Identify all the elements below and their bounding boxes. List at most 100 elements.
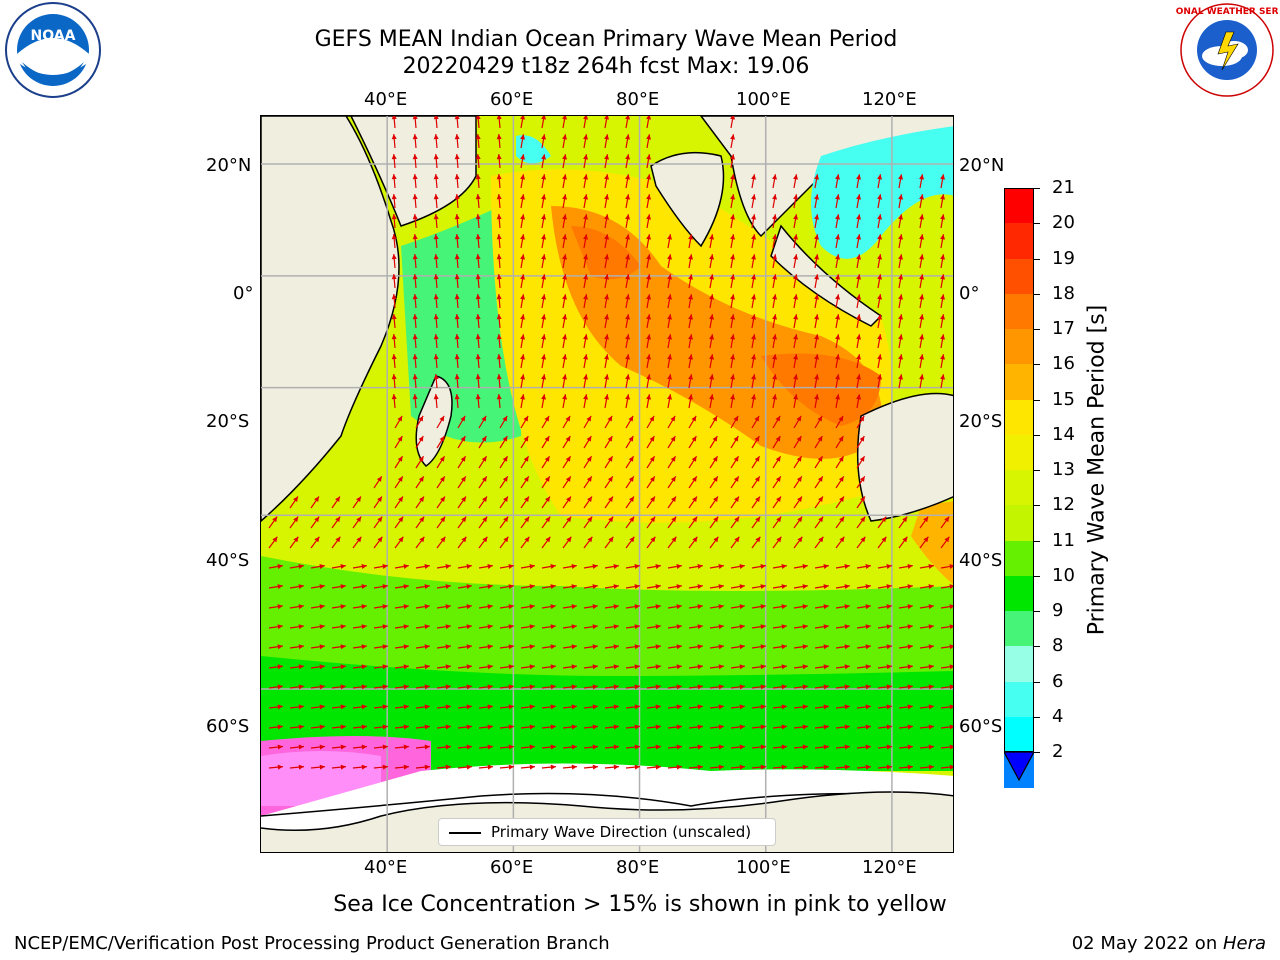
wave-arrow-head [604,214,610,220]
wave-arrow-head [475,354,481,360]
wave-arrow-head [739,704,745,710]
wave-arrow-head [583,194,589,200]
wave-arrow-head [823,764,829,770]
wave-arrow-head [898,294,904,300]
wave-arrow-head [949,684,953,690]
wave-arrow-head [667,294,673,300]
wave-arrow-head [604,274,610,280]
wave-arrow-head [877,254,883,260]
wave-arrow-head [818,496,823,503]
wave-arrow-head [508,564,514,569]
wave-arrow-head [412,214,418,220]
wave-arrow-head [650,516,656,523]
wave-arrow-head [340,744,346,750]
wave-arrow-head [670,456,676,462]
wave-arrow-head [523,456,529,462]
wave-arrow-head [403,644,409,650]
wave-arrow-head [377,536,383,543]
wave-arrow-head [541,214,547,220]
wave-arrow-head [592,744,598,750]
wave-arrow-head [646,214,652,220]
lon-tick-bottom-120e: 120°E [862,857,917,878]
wave-arrow-head [751,314,757,320]
wave-arrow-head [730,294,736,300]
wave-arrow-head [503,496,508,503]
wave-arrow-head [433,254,439,260]
wave-arrow-head [919,194,925,200]
wave-arrow-head [860,516,866,523]
wave-arrow-head [754,436,760,442]
wave-arrow-head [688,274,694,280]
wave-arrow-head [691,476,697,482]
wave-arrow-head [391,374,397,380]
wave-arrow-head [418,456,424,462]
colorbar-tick-mark [1034,434,1040,436]
wave-arrow-head [544,436,550,442]
wave-arrow-head [814,254,820,260]
colorbar-tick-label: 4 [1052,705,1064,727]
wave-arrow-head [886,724,892,730]
wave-arrow-head [835,314,841,320]
wave-arrow-head [583,116,589,120]
wave-arrow-head [688,354,694,360]
wave-arrow-head [814,394,820,400]
wave-arrow-head [361,564,367,569]
wave-arrow-head [865,584,871,590]
wave-arrow-head [466,684,472,690]
colorbar-tick-mark [1034,293,1040,295]
wave-arrow-head [391,254,397,260]
wave-arrow-head [802,704,808,710]
wave-arrow-head [433,154,439,160]
wave-arrow-head [340,684,346,690]
wave-arrow-head [781,644,787,650]
wave-arrow-head [928,624,934,630]
wave-arrow-head [625,194,631,200]
wave-arrow-head [433,214,439,220]
wave-arrow-head [466,604,472,610]
wave-arrow-head [634,744,640,750]
wave-arrow-head [814,274,820,280]
wave-arrow-head [340,724,346,730]
wave-arrow-head [277,624,283,630]
wave-arrow-head [733,415,739,422]
wave-arrow-head [793,374,799,380]
wave-arrow-head [487,744,493,750]
wave-arrow-head [629,536,635,543]
wave-arrow-head [520,234,526,240]
wave-arrow-head [823,704,829,710]
wave-arrow-head [382,664,388,670]
wave-arrow-head [445,744,451,750]
wave-arrow-head [541,154,547,160]
wave-arrow-head [403,604,409,610]
wave-arrow-head [412,174,418,180]
wave-arrow-head [481,476,487,482]
wave-arrow-head [520,394,526,400]
wave-arrow-head [466,744,472,750]
wave-arrow-head [886,704,892,710]
wave-arrow-head [902,516,908,523]
wave-arrow-head [646,194,652,200]
wave-arrow-head [793,334,799,340]
wave-arrow-head [550,584,556,590]
wave-arrow-head [502,415,508,422]
wave-arrow-head [454,154,460,160]
wave-arrow-head [277,684,283,690]
wave-arrow-head [277,704,283,710]
wave-arrow-head [928,744,934,750]
wave-arrow-head [739,624,745,630]
wave-arrow-head [562,214,568,220]
wave-arrow-head [655,564,661,569]
wave-arrow-head [907,624,913,630]
wave-arrow-head [772,254,778,260]
wave-arrow-head [697,644,703,650]
wave-arrow-head [688,234,694,240]
colorbar-tick-label: 11 [1052,529,1075,551]
wave-arrow-head [907,584,913,590]
wave-arrow-head [604,154,610,160]
wave-arrow-head [712,436,718,442]
wave-arrow-head [277,604,283,610]
wave-arrow-head [928,764,934,770]
wave-arrow-head [928,604,934,610]
lon-tick-top-100e: 100°E [736,89,791,110]
wave-arrow-head [608,536,614,543]
